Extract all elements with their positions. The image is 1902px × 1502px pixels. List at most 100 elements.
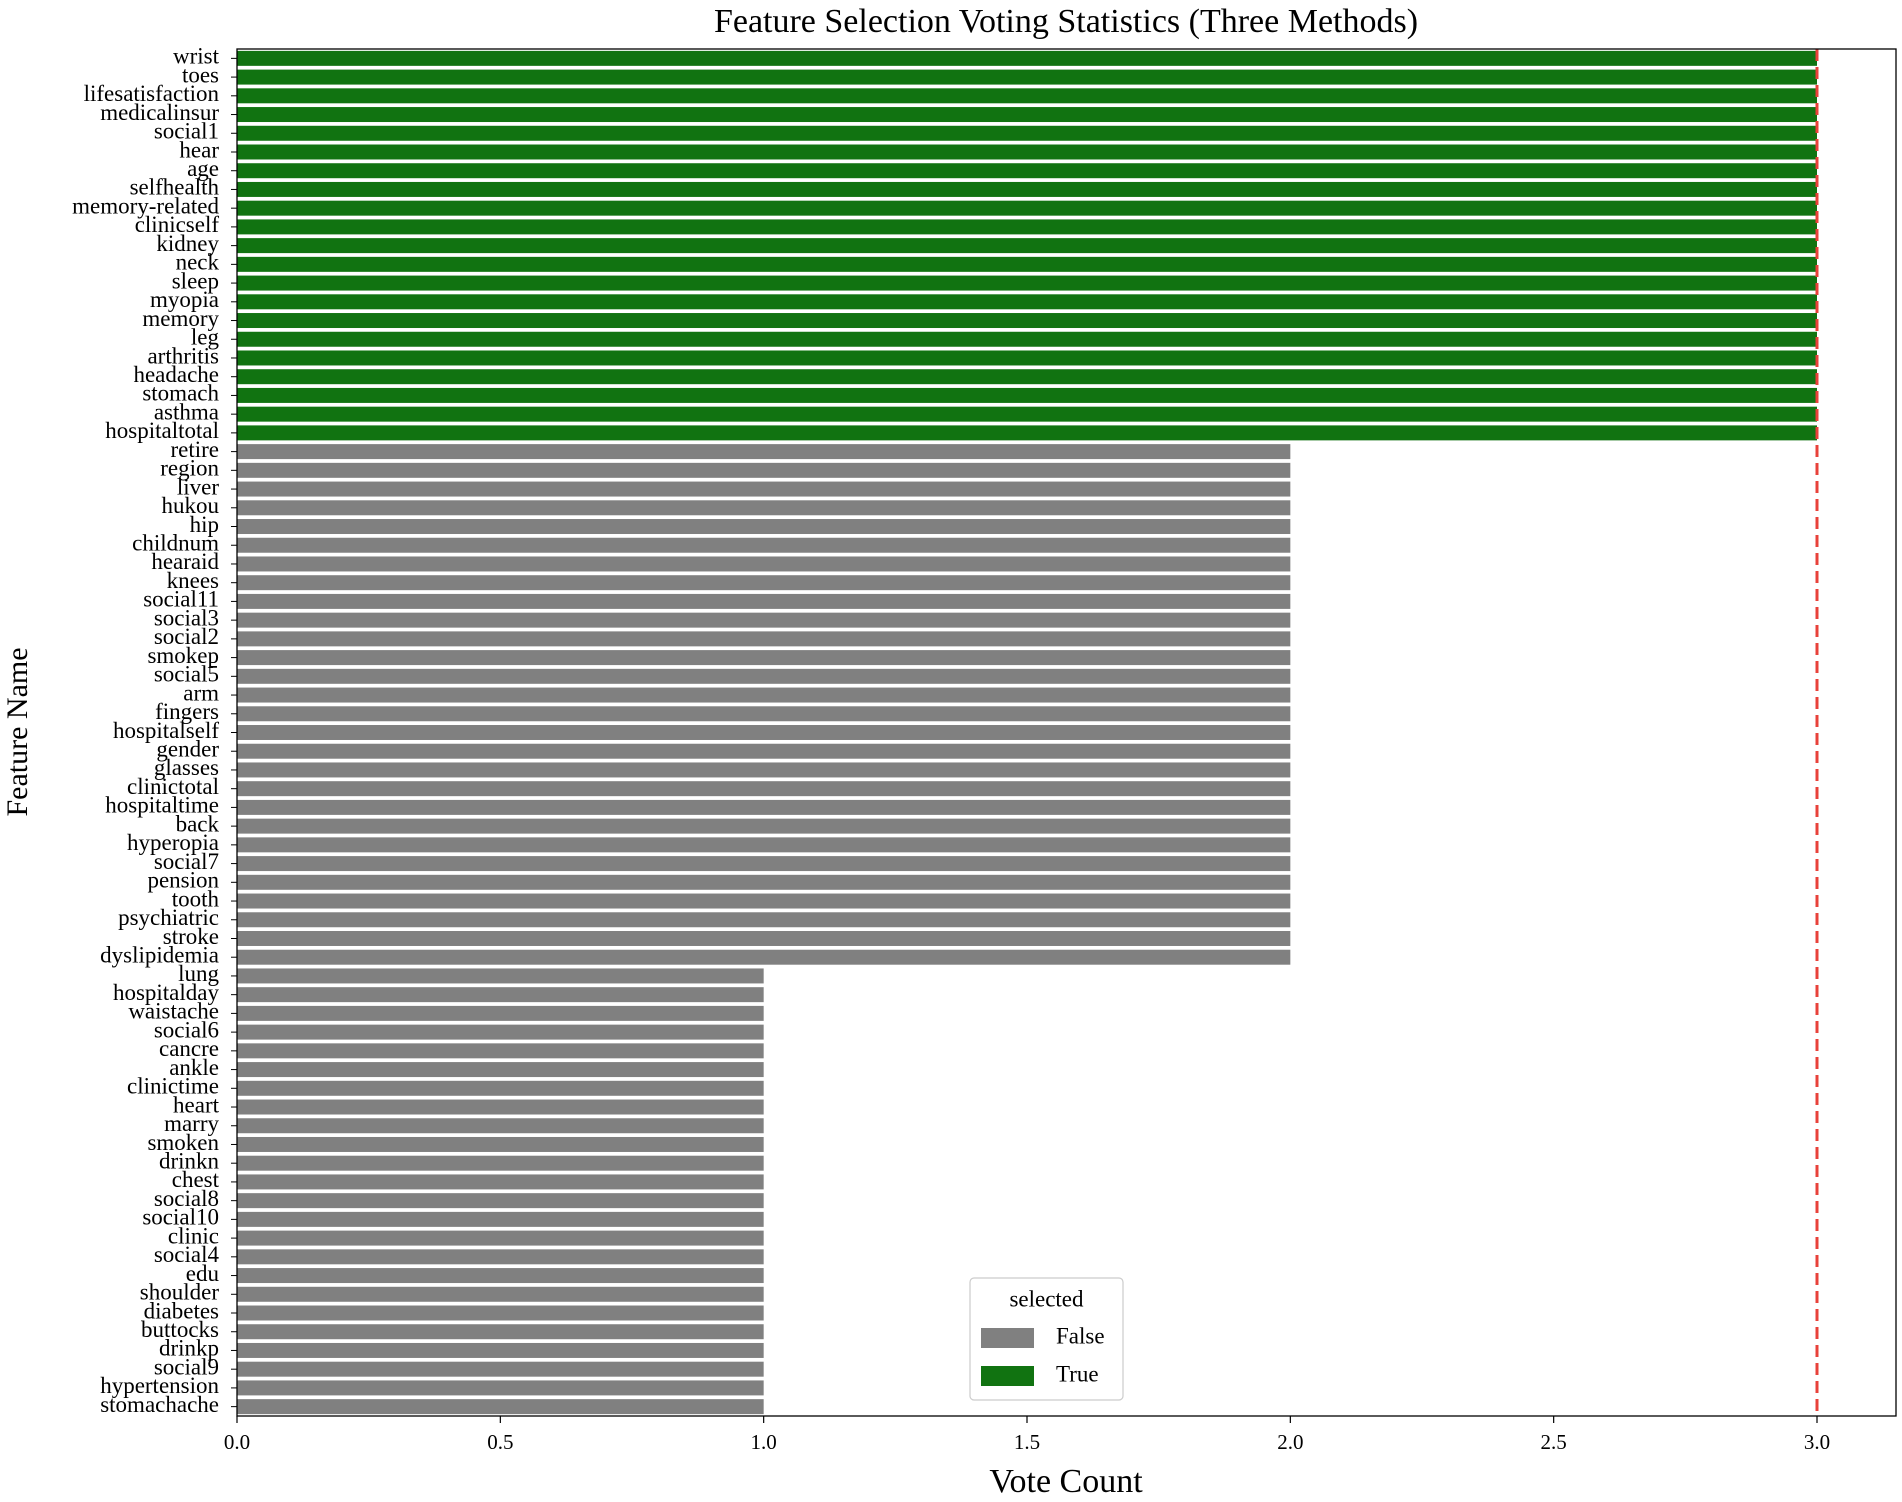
bar xyxy=(237,1230,764,1246)
bar xyxy=(237,1361,764,1377)
bar xyxy=(237,537,1291,553)
y-tick-label: pension xyxy=(147,868,219,893)
y-tick-label: social9 xyxy=(154,1354,219,1379)
y-tick-label: kidney xyxy=(156,231,219,256)
y-tick-label: dyslipidemia xyxy=(100,942,219,967)
bar xyxy=(237,781,1291,797)
y-tick-label: clinictime xyxy=(127,1074,219,1099)
bar xyxy=(237,1399,764,1415)
y-tick-label: social10 xyxy=(142,1205,219,1230)
bar xyxy=(237,425,1817,441)
bar xyxy=(237,181,1817,197)
bar xyxy=(237,1305,764,1321)
bar xyxy=(237,350,1817,366)
x-tick-label: 1.5 xyxy=(1014,1430,1040,1454)
bar xyxy=(237,1342,764,1358)
y-tick-label: social8 xyxy=(154,1186,219,1211)
y-tick-label: smoken xyxy=(147,1130,219,1155)
bar xyxy=(237,50,1817,66)
bar xyxy=(237,762,1291,778)
y-tick-label: social7 xyxy=(154,849,219,874)
bar xyxy=(237,593,1291,609)
y-tick-label: hypertension xyxy=(100,1373,219,1398)
bar xyxy=(237,406,1817,422)
y-tick-label: heart xyxy=(173,1092,220,1117)
bar xyxy=(237,1062,764,1078)
y-tick-label: hyperopia xyxy=(127,830,219,855)
y-tick-label: hearaid xyxy=(151,549,219,574)
y-tick-label: hospitalday xyxy=(113,980,220,1005)
bar xyxy=(237,294,1817,310)
y-tick-label: age xyxy=(187,156,219,181)
bar xyxy=(237,575,1291,591)
legend-swatch xyxy=(981,1366,1034,1386)
x-tick-label: 2.5 xyxy=(1541,1430,1567,1454)
bar xyxy=(237,893,1291,909)
bar xyxy=(237,912,1291,928)
y-tick-label: memory-related xyxy=(72,193,219,218)
y-tick-label: social3 xyxy=(154,605,219,630)
y-tick-label: ankle xyxy=(169,1055,219,1080)
bar xyxy=(237,200,1817,216)
x-tick-label: 0.0 xyxy=(224,1430,250,1454)
y-tick-label: clinic xyxy=(168,1223,219,1248)
y-tick-label: hukou xyxy=(162,493,220,518)
y-tick-label: myopia xyxy=(150,287,219,312)
y-tick-label: lung xyxy=(178,961,219,986)
y-tick-label: hospitaltotal xyxy=(105,418,219,443)
y-tick-label: stomach xyxy=(142,381,219,406)
bar xyxy=(237,481,1291,497)
y-axis-label: Feature Name xyxy=(1,647,34,816)
bar xyxy=(237,1005,764,1021)
y-tick-label: clinicself xyxy=(135,212,220,237)
bar xyxy=(237,1380,764,1396)
bar xyxy=(237,1268,764,1284)
bar xyxy=(237,856,1291,872)
y-tick-label: sleep xyxy=(172,268,219,293)
bar xyxy=(237,1211,764,1227)
y-tick-label: hear xyxy=(179,137,219,162)
legend: selected False True xyxy=(969,1277,1124,1401)
bar xyxy=(237,144,1817,160)
bar xyxy=(237,107,1817,123)
y-tick-label: tooth xyxy=(172,886,220,911)
bar xyxy=(237,1155,764,1171)
x-tick-label: 0.5 xyxy=(487,1430,513,1454)
y-tick-label: gender xyxy=(156,737,219,762)
bar xyxy=(237,331,1817,347)
chart-title: Feature Selection Voting Statistics (Thr… xyxy=(714,3,1418,40)
y-tick-label: liver xyxy=(177,474,219,499)
y-tick-label: medicalinsur xyxy=(100,100,219,125)
x-tick-label: 3.0 xyxy=(1804,1430,1830,1454)
bar xyxy=(237,500,1291,516)
y-tick-label: cancre xyxy=(159,1036,219,1061)
y-tick-label: waistache xyxy=(128,999,219,1024)
y-tick-label: smokep xyxy=(147,643,219,668)
bar xyxy=(237,275,1817,291)
bar xyxy=(237,462,1291,478)
y-tick-label: edu xyxy=(186,1261,220,1286)
y-tick-label: shoulder xyxy=(140,1280,220,1305)
y-tick-label: psychiatric xyxy=(118,905,219,930)
bar xyxy=(237,369,1817,385)
x-tick-label: 1.0 xyxy=(751,1430,777,1454)
bar xyxy=(237,1080,764,1096)
y-tick-label: childnum xyxy=(132,531,219,556)
y-tick-label: asthma xyxy=(154,399,219,424)
bar xyxy=(237,387,1817,403)
bar xyxy=(237,725,1291,740)
bar xyxy=(237,1324,764,1340)
bar xyxy=(237,799,1291,815)
bar xyxy=(237,1136,764,1152)
bar xyxy=(237,987,764,1003)
bar xyxy=(237,219,1817,235)
bar xyxy=(237,668,1291,684)
bar xyxy=(237,1024,764,1040)
bar xyxy=(237,631,1291,647)
plot-frame xyxy=(236,48,1897,1417)
bar xyxy=(237,1249,764,1265)
y-tick-label: social2 xyxy=(154,624,219,649)
bar xyxy=(237,163,1817,179)
y-tick-label: lifesatisfaction xyxy=(84,81,220,106)
